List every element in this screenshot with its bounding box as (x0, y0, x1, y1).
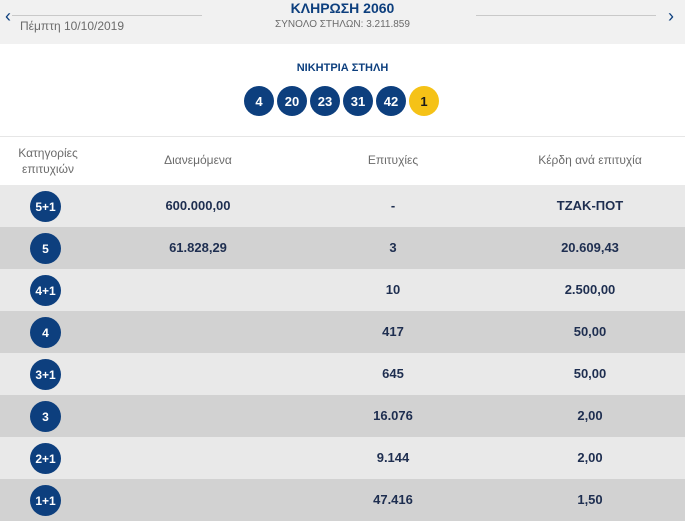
winning-numbers: 4 20 23 31 42 1 (244, 86, 439, 116)
table-row: 5+1 600.000,00 - ΤΖΑΚ-ΠΟΤ (0, 185, 685, 227)
category-badge: 5+1 (30, 191, 61, 222)
winners-count: 3 (389, 240, 397, 255)
previous-draw-arrow-icon[interactable]: ‹ (5, 6, 11, 26)
next-draw-arrow-icon[interactable]: › (668, 6, 674, 26)
winners-count: 16.076 (373, 408, 413, 423)
winning-column-label: ΝΙΚΗΤΡΙΑ ΣΤΗΛΗ (296, 62, 389, 74)
winning-number-ball: 4 (244, 86, 274, 116)
prize-per-winner: 1,50 (577, 492, 603, 507)
distributed-amount: 600.000,00 (165, 198, 231, 213)
prize-per-winner: 2.500,00 (564, 282, 616, 297)
distributed-amount: 61.828,29 (169, 240, 227, 255)
results-table-header: Κατηγορίες επιτυχιών Διανεμόμενα Επιτυχί… (0, 136, 685, 185)
prize-per-winner: 50,00 (573, 324, 607, 339)
table-row: 3 16.076 2,00 (0, 395, 685, 437)
header-divider-right (476, 15, 656, 16)
table-row: 5 61.828,29 3 20.609,43 (0, 227, 685, 269)
category-badge: 3 (30, 401, 61, 432)
table-row: 4 417 50,00 (0, 311, 685, 353)
prize-per-winner: 2,00 (577, 450, 603, 465)
joker-number-ball: 1 (409, 86, 439, 116)
draw-title: ΚΛΗΡΩΣΗ 2060 (290, 0, 395, 16)
column-header-winners: Επιτυχίες (367, 153, 419, 167)
table-row: 1+1 47.416 1,50 (0, 479, 685, 521)
prize-per-winner: 20.609,43 (561, 240, 619, 255)
column-header-category: Κατηγορίες επιτυχιών (18, 146, 78, 176)
category-badge: 4 (30, 317, 61, 348)
category-badge: 3+1 (30, 359, 61, 390)
column-header-distributed: Διανεμόμενα (164, 153, 232, 167)
winning-number-ball: 42 (376, 86, 406, 116)
winning-number-ball: 23 (310, 86, 340, 116)
winning-column-section: ΝΙΚΗΤΡΙΑ ΣΤΗΛΗ 4 20 23 31 42 1 (0, 44, 685, 136)
category-badge: 2+1 (30, 443, 61, 474)
column-header-prize-per-winner: Κέρδη ανά επιτυχία (538, 153, 642, 167)
winners-count: 10 (385, 282, 401, 297)
category-badge: 4+1 (30, 275, 61, 306)
header-divider-left (12, 15, 202, 16)
category-badge: 1+1 (30, 485, 61, 516)
draw-date: Πέμπτη 10/10/2019 (20, 19, 125, 33)
draw-header: ‹ Πέμπτη 10/10/2019 ΚΛΗΡΩΣΗ 2060 ΣΥΝΟΛΟ … (0, 0, 685, 44)
winning-number-ball: 31 (343, 86, 373, 116)
table-row: 4+1 10 2.500,00 (0, 269, 685, 311)
prize-per-winner: ΤΖΑΚ-ΠΟΤ (556, 198, 624, 213)
winners-count: 645 (382, 366, 404, 381)
category-badge: 5 (30, 233, 61, 264)
winners-count: 47.416 (373, 492, 413, 507)
table-row: 3+1 645 50,00 (0, 353, 685, 395)
results-table: 5+1 600.000,00 - ΤΖΑΚ-ΠΟΤ 5 61.828,29 3 … (0, 185, 685, 521)
winners-count: 9.144 (376, 450, 410, 465)
prize-per-winner: 2,00 (577, 408, 603, 423)
total-columns: ΣΥΝΟΛΟ ΣΤΗΛΩΝ: 3.211.859 (275, 19, 410, 30)
prize-per-winner: 50,00 (573, 366, 607, 381)
winning-number-ball: 20 (277, 86, 307, 116)
table-row: 2+1 9.144 2,00 (0, 437, 685, 479)
winners-count: - (390, 198, 396, 213)
winners-count: 417 (382, 324, 404, 339)
